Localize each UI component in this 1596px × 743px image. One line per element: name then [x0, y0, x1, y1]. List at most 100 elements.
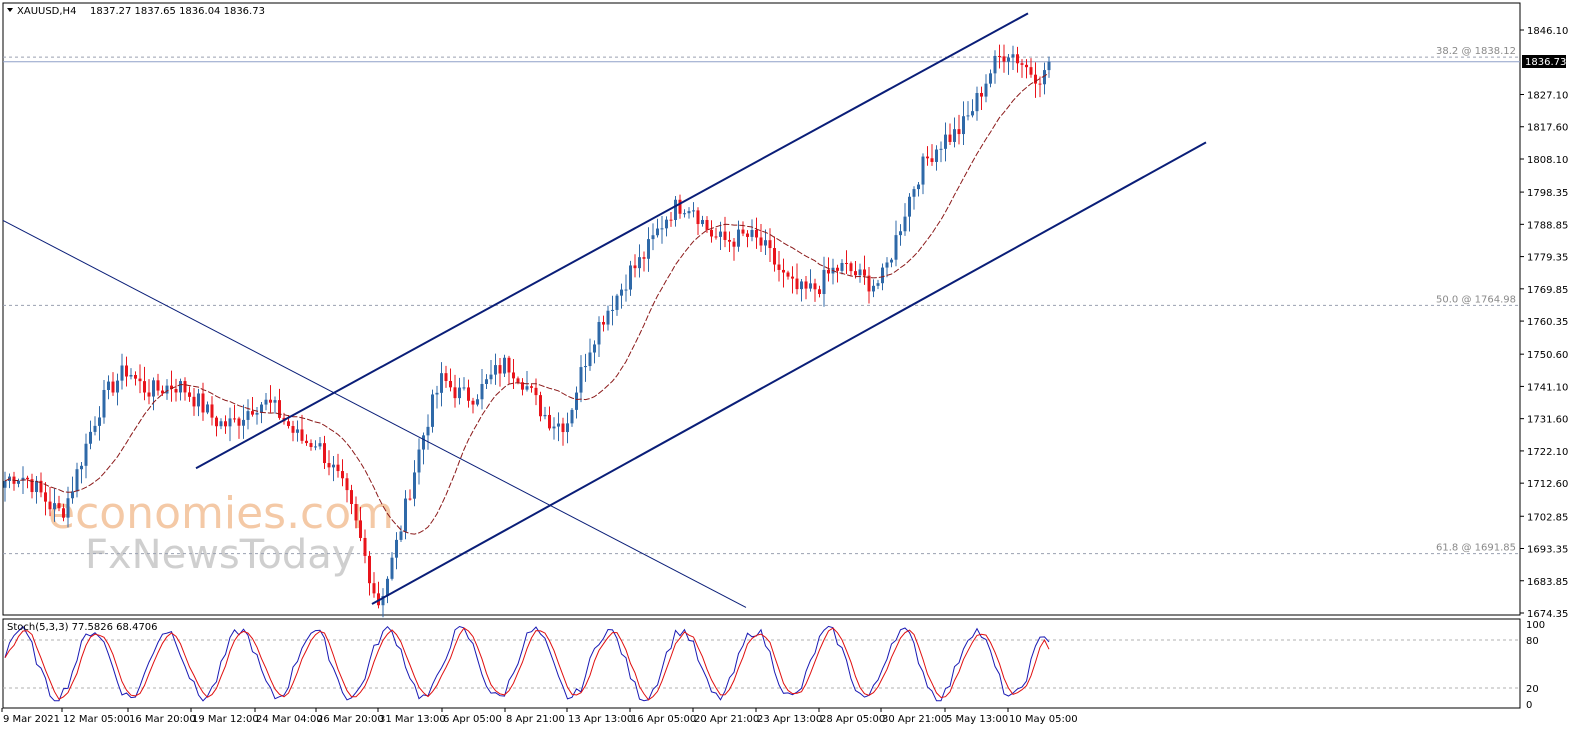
candle-body: [683, 213, 686, 215]
candle-body: [584, 366, 587, 368]
candle-body: [957, 129, 961, 135]
trendlines: [2, 12, 1207, 608]
candle-body: [1025, 64, 1028, 68]
candle-body: [1047, 61, 1051, 71]
candle-body: [530, 386, 533, 388]
candle-body: [579, 367, 583, 393]
candle-body: [791, 276, 794, 279]
candle-body: [386, 578, 389, 597]
candle-body: [705, 219, 709, 230]
candle-body: [408, 498, 412, 500]
candle-body: [1016, 54, 1019, 64]
candle-body: [827, 269, 830, 274]
candle-body: [665, 219, 668, 229]
candle-body: [345, 478, 349, 491]
time-tick-label: 10 May 05:00: [1009, 714, 1078, 725]
candle-body: [422, 435, 425, 450]
candle-body: [593, 344, 596, 353]
candle-body: [1038, 83, 1042, 85]
header-triangle-icon[interactable]: [7, 8, 13, 12]
candle-body: [210, 404, 214, 418]
stoch-level-label: 80: [1526, 636, 1539, 647]
candle-body: [714, 236, 718, 238]
candle-body: [809, 283, 812, 289]
moving-average: [4, 72, 1050, 535]
time-tick-label: 16 Apr 05:00: [631, 714, 696, 725]
candle-body: [728, 239, 731, 242]
header-symbol: XAUUSD,H4: [17, 6, 76, 17]
candle-body: [417, 449, 421, 473]
candle-body: [413, 472, 416, 499]
candle-body: [962, 116, 965, 135]
candle-body: [638, 257, 641, 269]
current-price-label: 1836.73: [1525, 57, 1566, 68]
candle-body: [57, 503, 61, 509]
candle-body: [719, 231, 722, 237]
candle-body: [26, 477, 29, 480]
candle-body: [21, 477, 25, 481]
candle-body: [71, 491, 74, 499]
candle-body: [462, 387, 466, 389]
trendline-channel-upper: [195, 12, 1029, 470]
candle-body: [143, 381, 146, 393]
candle-body: [183, 381, 187, 393]
price-tick-label: 1760.35: [1527, 317, 1568, 328]
candle-body: [696, 210, 700, 225]
candle-body: [107, 381, 110, 390]
price-tick-label: 1683.85: [1527, 577, 1568, 588]
candle-body: [237, 418, 241, 426]
candle-body: [764, 240, 767, 246]
time-tick-label: 16 Mar 20:00: [129, 714, 196, 725]
candle-body: [494, 365, 497, 375]
time-tick-label: 8 Apr 21:00: [506, 714, 565, 725]
time-tick-label: 24 Mar 04:00: [256, 714, 323, 725]
candle-body: [674, 199, 677, 220]
candle-body: [723, 231, 727, 240]
stoch-level-label: 0: [1526, 700, 1532, 711]
candle-body: [894, 235, 898, 260]
candle-body: [930, 158, 934, 162]
candle-body: [782, 269, 785, 273]
time-tick-label: 30 Apr 21:00: [882, 714, 947, 725]
price-tick-label: 1741.10: [1527, 382, 1568, 393]
candle-body: [786, 272, 790, 277]
candle-body: [804, 281, 808, 289]
candle-body: [840, 262, 844, 271]
candle-body: [1002, 56, 1006, 62]
candle-body: [3, 480, 7, 488]
candle-body: [318, 443, 322, 447]
candle-body: [444, 373, 448, 381]
candle-body: [296, 429, 299, 433]
candle-body: [98, 417, 101, 426]
fib-label: 50.0 @ 1764.98: [1436, 294, 1516, 305]
symbol-header: XAUUSD,H4 1837.27 1837.65 1836.04 1836.7…: [7, 6, 265, 17]
candle-body: [570, 409, 574, 424]
candle-body: [17, 480, 20, 484]
candle-body: [926, 156, 929, 159]
candle-body: [552, 426, 556, 429]
candle-body: [534, 387, 538, 396]
time-tick-label: 23 Apr 13:00: [757, 714, 822, 725]
candle-body: [224, 421, 227, 427]
candle-body: [948, 134, 952, 142]
candle-body: [395, 539, 398, 558]
candle-body: [53, 503, 56, 510]
candle-body: [30, 479, 34, 493]
candle-body: [62, 508, 65, 518]
candle-body: [147, 392, 151, 397]
candle-body: [471, 400, 475, 405]
candle-body: [984, 83, 988, 97]
candle-body: [993, 55, 997, 74]
candle-body: [872, 285, 875, 292]
candle-body: [260, 404, 263, 413]
candle-body: [795, 278, 799, 290]
candle-body: [264, 399, 268, 405]
candle-body: [228, 418, 232, 427]
stochastic-oscillator: 100 80 20 0: [3, 620, 1545, 711]
candle-body: [557, 423, 560, 427]
price-tick-label: 1712.60: [1527, 479, 1568, 490]
candle-body: [660, 228, 664, 230]
candle-body: [615, 295, 619, 310]
price-tick-label: 1722.10: [1527, 447, 1568, 458]
time-tick-label: 31 Mar 13:00: [379, 714, 446, 725]
